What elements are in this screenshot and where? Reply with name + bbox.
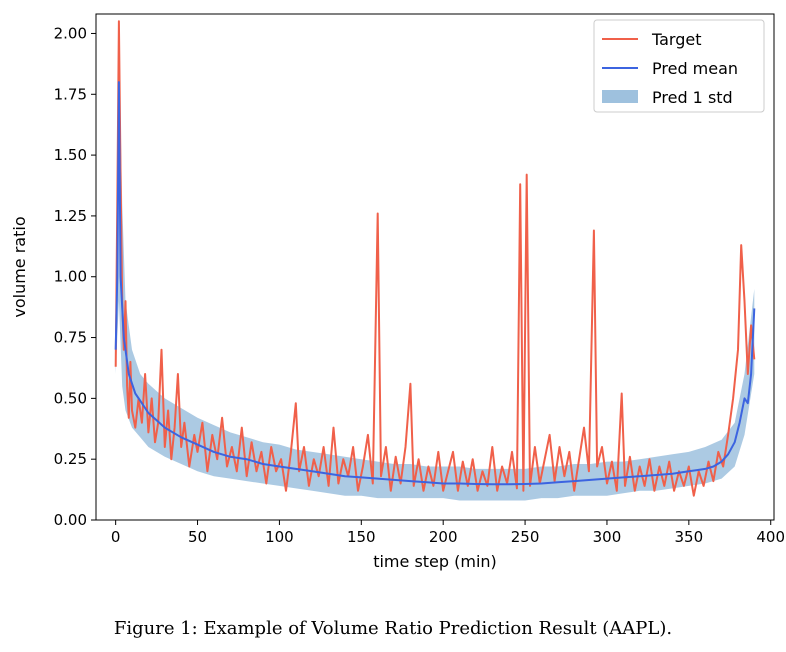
x-tick-label: 200 bbox=[429, 528, 458, 546]
x-axis-ticks: 0 50 100 150 200 250 300 350 400 bbox=[111, 520, 785, 546]
x-tick-label: 100 bbox=[265, 528, 294, 546]
legend-target-label: Target bbox=[651, 30, 702, 49]
legend-pred-std-swatch bbox=[602, 90, 638, 103]
legend-pred-std-label: Pred 1 std bbox=[652, 88, 733, 107]
pred-std-band-layer bbox=[115, 33, 755, 501]
y-tick-label: 0.50 bbox=[54, 389, 87, 407]
plot-border bbox=[95, 13, 775, 521]
pred-std-band bbox=[115, 33, 755, 501]
x-tick-label: 350 bbox=[675, 528, 704, 546]
pred-mean-line bbox=[114, 81, 756, 486]
y-tick-label: 2.00 bbox=[54, 24, 87, 42]
x-tick-label: 150 bbox=[347, 528, 376, 546]
chart: 0 50 100 150 200 250 300 350 400 0.00 0.25 0.50 0.7… bbox=[10, 13, 785, 571]
y-tick-label: 0.75 bbox=[54, 329, 87, 347]
legend-box bbox=[593, 19, 765, 113]
y-axis-label: volume ratio bbox=[10, 216, 29, 317]
x-tick-label: 250 bbox=[511, 528, 540, 546]
y-tick-label: 1.50 bbox=[54, 146, 87, 164]
x-tick-label: 0 bbox=[111, 528, 121, 546]
x-tick-label: 400 bbox=[756, 528, 785, 546]
figure-caption: Figure 1: Example of Volume Ratio Predic… bbox=[113, 618, 673, 639]
y-tick-label: 1.00 bbox=[54, 268, 87, 286]
series-lines-layer bbox=[114, 20, 756, 497]
x-axis-label: time step (min) bbox=[373, 552, 497, 571]
y-tick-label: 1.75 bbox=[54, 85, 87, 103]
x-tick-label: 300 bbox=[593, 528, 622, 546]
legend-pred-mean-label: Pred mean bbox=[652, 59, 738, 78]
y-tick-label: 0.00 bbox=[54, 511, 87, 529]
y-axis-ticks: 0.00 0.25 0.50 0.75 1.00 1.25 1.50 1.75 2.00 bbox=[54, 24, 96, 529]
x-tick-label: 50 bbox=[188, 528, 207, 546]
legend: Target Pred mean Pred 1 std bbox=[593, 19, 765, 113]
y-tick-label: 1.25 bbox=[54, 207, 87, 225]
y-tick-label: 0.25 bbox=[54, 450, 87, 468]
